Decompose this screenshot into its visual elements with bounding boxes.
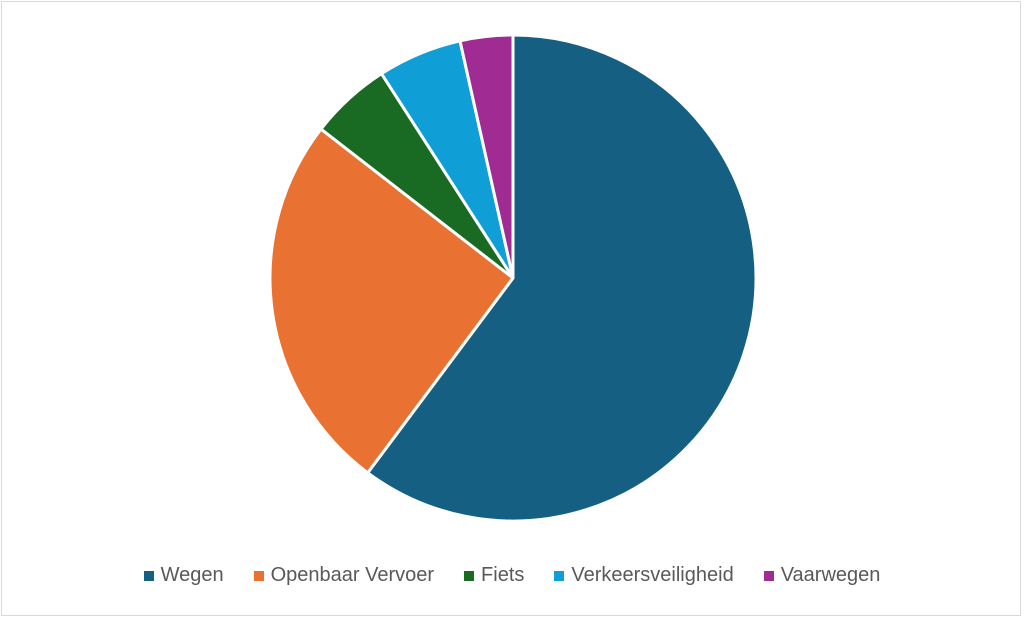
pie-slice-wegen: [366, 33, 758, 523]
legend-item: Verkeersveiligheid: [554, 564, 734, 587]
legend-swatch: [554, 570, 565, 581]
pie-slice-vaarwegen: [458, 33, 515, 280]
legend-item: Wegen: [143, 564, 224, 587]
legend-item: Fiets: [464, 564, 524, 587]
legend-label: Openbaar Vervoer: [270, 564, 435, 586]
legend-swatch: [763, 570, 774, 581]
legend-swatch: [464, 570, 475, 581]
legend-item: Vaarwegen: [763, 564, 881, 587]
legend-swatch: [143, 570, 154, 581]
legend-label: Verkeersveiligheid: [571, 564, 734, 586]
legend-swatch: [253, 570, 264, 581]
legend: Wegen Openbaar Vervoer Fiets Verkeersveilig…: [0, 564, 1024, 587]
legend-label: Wegen: [160, 564, 224, 586]
legend-label: Vaarwegen: [780, 564, 881, 586]
pie-slice-openbaar-vervoer: [268, 127, 515, 475]
legend-label: Fiets: [481, 564, 525, 586]
legend-item: Openbaar Vervoer: [253, 564, 435, 587]
